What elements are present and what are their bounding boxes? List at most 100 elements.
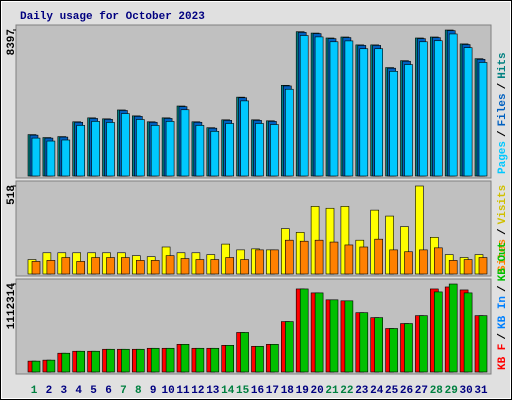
bar	[433, 40, 443, 177]
bar	[180, 258, 190, 275]
bar	[344, 300, 354, 373]
bar	[195, 347, 205, 373]
x-tick-label: 8	[135, 385, 142, 397]
bar	[150, 347, 160, 373]
bar	[389, 249, 398, 275]
bar	[61, 139, 71, 177]
bar	[448, 283, 458, 373]
bar	[210, 131, 220, 177]
bar	[344, 244, 354, 275]
bar	[359, 246, 369, 275]
bar	[374, 48, 384, 177]
x-tick-label: 18	[281, 385, 295, 397]
bar	[478, 257, 488, 275]
bar	[31, 261, 41, 275]
x-tick-label: 13	[206, 385, 220, 397]
x-tick-label: 17	[266, 385, 279, 397]
x-tick-label: 30	[459, 385, 472, 397]
bar	[314, 36, 324, 177]
bar	[463, 47, 473, 177]
bar	[344, 40, 354, 177]
bar	[121, 348, 130, 373]
bar	[46, 260, 56, 275]
x-tick-label: 16	[251, 385, 264, 397]
legend-separator: /	[497, 82, 509, 89]
bar	[374, 238, 384, 275]
legend-entry: Hits	[497, 52, 509, 78]
bar	[165, 347, 175, 373]
bar	[91, 121, 100, 177]
bar	[329, 299, 339, 373]
bar	[433, 291, 443, 373]
bar	[195, 259, 205, 275]
chart-title: Daily usage for October 2023	[20, 11, 205, 23]
legend-entry: KB In	[497, 296, 509, 329]
x-tick-label: 24	[370, 385, 384, 397]
bar	[46, 359, 56, 373]
bar	[374, 317, 384, 373]
x-tick-label: 4	[75, 385, 82, 397]
bar	[329, 241, 339, 275]
bar	[46, 140, 56, 177]
bar	[136, 260, 145, 275]
legend-separator: /	[497, 130, 509, 137]
bar	[359, 312, 369, 373]
x-tick-label: 9	[150, 385, 157, 397]
bar	[76, 261, 85, 275]
bar	[76, 350, 85, 373]
bar	[136, 348, 145, 373]
bar	[106, 122, 115, 177]
bar	[448, 33, 458, 177]
bar	[270, 344, 279, 373]
x-tick-label: 6	[105, 385, 112, 397]
x-tick-label: 27	[415, 385, 428, 397]
x-tick-label: 19	[296, 385, 309, 397]
bar	[121, 113, 130, 177]
bar	[478, 315, 488, 373]
bar	[195, 125, 205, 177]
legend-entry: Pages	[497, 141, 509, 174]
bar	[31, 137, 41, 177]
bar	[284, 321, 294, 373]
bar	[106, 348, 115, 373]
legend-entry: Files	[497, 93, 509, 126]
bar	[299, 288, 309, 373]
x-tick-label: 12	[191, 385, 204, 397]
bar	[210, 347, 220, 373]
legend-entry: Sites	[497, 239, 509, 272]
legend-entry: KB Out	[497, 242, 509, 282]
x-tick-label: 15	[236, 385, 250, 397]
bar	[419, 41, 428, 177]
bar	[165, 121, 175, 177]
bar	[61, 257, 71, 275]
bar	[225, 123, 234, 177]
bar	[404, 251, 413, 275]
bar	[284, 239, 294, 275]
bar	[270, 124, 279, 177]
bar	[31, 360, 41, 373]
bar	[136, 119, 145, 177]
x-tick-label: 5	[90, 385, 97, 397]
bar	[76, 125, 85, 177]
bar	[121, 257, 130, 275]
bar	[463, 259, 473, 275]
legend: KB F / KB In / KB Out	[497, 242, 509, 370]
bar	[299, 240, 309, 275]
bar	[150, 125, 160, 177]
x-tick-label: 7	[120, 385, 127, 397]
x-tick-label: 21	[325, 385, 339, 397]
bar	[478, 62, 488, 177]
bar	[359, 48, 369, 177]
bar	[448, 260, 458, 275]
bar	[284, 88, 294, 177]
bar	[255, 123, 264, 177]
bar	[299, 35, 309, 177]
bar	[419, 315, 428, 373]
bar	[389, 71, 398, 177]
legend-separator: /	[497, 228, 509, 235]
bar	[91, 257, 100, 275]
bar	[106, 257, 115, 275]
y-tick-label: 518	[6, 185, 18, 205]
bar	[240, 100, 249, 177]
